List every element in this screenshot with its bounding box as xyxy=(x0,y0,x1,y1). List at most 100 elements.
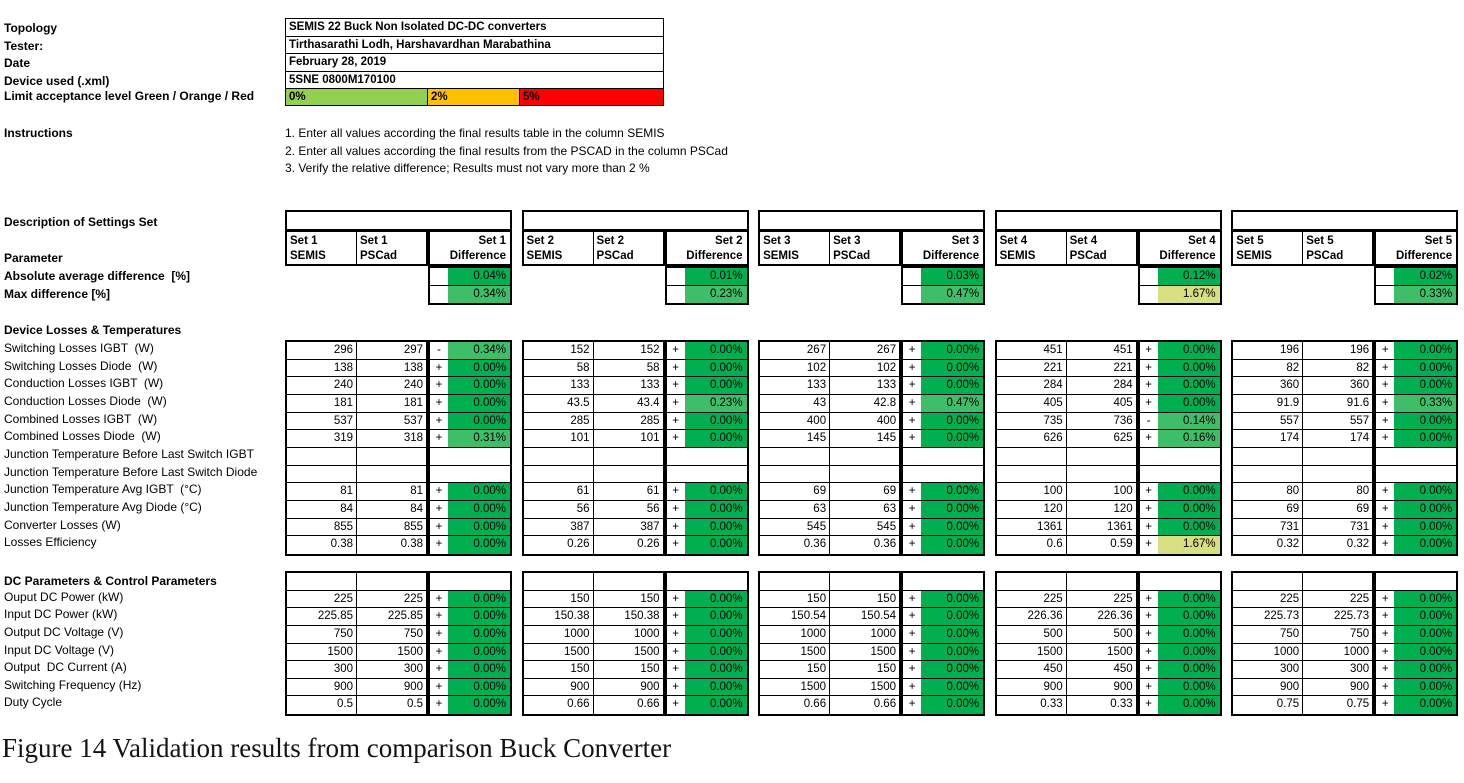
semis-column-label: SEMIS xyxy=(999,250,1036,262)
set-semis-header: Set 3 SEMIS xyxy=(760,232,831,264)
table-row: +0.00% xyxy=(666,643,747,662)
pscad-value-cell: 300 xyxy=(1350,663,1370,676)
semis-column-label: SEMIS xyxy=(1236,250,1272,262)
summary-row: 0.02% xyxy=(1376,268,1457,286)
semis-value-cell: 900 xyxy=(1233,678,1304,696)
diff-pct-cell: 0.00% xyxy=(684,342,747,359)
table-row: 0.36 0.36 xyxy=(760,536,899,554)
table-row: +0.00% xyxy=(1139,625,1220,644)
diff-sign-cell xyxy=(1140,573,1158,590)
diff-sign-cell: + xyxy=(672,396,679,409)
semis-value-cell: 58 xyxy=(524,359,594,377)
table-row xyxy=(1139,466,1220,484)
table-row xyxy=(1139,573,1220,591)
diff-pct-cell: 0.00% xyxy=(684,518,747,536)
diff-sign-cell: + xyxy=(908,538,916,551)
diff-pct-cell: 0.00% xyxy=(1157,625,1220,643)
set-summary-box: 0.01% 0.23% xyxy=(664,266,749,306)
diff-sign-cell: + xyxy=(1145,432,1152,445)
table-row: +0.00% xyxy=(666,359,747,378)
figure-caption: Figure 14 Validation results from compar… xyxy=(2,733,672,763)
semis-value-cell: 56 xyxy=(524,500,594,518)
semis-value-cell: 735 xyxy=(997,412,1067,430)
diff-sign-cell xyxy=(1376,268,1394,285)
table-row: +0.33% xyxy=(1376,394,1457,413)
diff-pct-cell: 0.00% xyxy=(1157,342,1220,359)
pscad-value-cell: 63 xyxy=(883,502,897,515)
table-row: +0.00% xyxy=(667,696,747,714)
table-row: +0.23% xyxy=(666,394,747,413)
info-label: Topology xyxy=(4,21,58,35)
table-row xyxy=(430,573,510,591)
set-name: Set 3 xyxy=(833,235,861,247)
pscad-value-cell: 731 xyxy=(1350,520,1370,533)
diff-pct-cell: 0.00% xyxy=(1394,625,1457,643)
pscad-value-cell: 285 xyxy=(640,414,660,427)
table-row: 360 360 xyxy=(1233,377,1373,395)
pscad-value-cell xyxy=(594,448,663,465)
diff-pct-cell: 0.00% xyxy=(684,661,747,678)
pscad-value-cell: 58 xyxy=(646,361,660,374)
semis-value-cell: 0.6 xyxy=(997,536,1067,554)
pscad-value-cell: 150 xyxy=(640,663,660,676)
pscad-value-cell: 225 xyxy=(1350,592,1370,605)
semis-value-cell: 900 xyxy=(287,678,357,696)
parameter-label: Parameter xyxy=(4,251,63,265)
table-row xyxy=(523,447,663,466)
diff-sign-cell: + xyxy=(672,610,679,623)
info-value-cell: SEMIS 22 Buck Non Isolated DC-DC convert… xyxy=(286,19,663,37)
diff-pct-cell xyxy=(685,573,747,590)
table-row: 43 42.8 xyxy=(760,394,900,413)
semis-value-cell: 0.5 xyxy=(287,696,357,714)
semis-value-cell: 225.73 xyxy=(1233,608,1304,625)
diff-pct-cell: 0.00% xyxy=(448,359,510,377)
summary-row: 0.04% xyxy=(430,268,510,286)
diff-sign-cell: + xyxy=(1381,485,1389,498)
diff-sign-cell: + xyxy=(435,414,443,427)
pscad-value-cell: 297 xyxy=(403,344,423,356)
instruction-line: 1. Enter all values according the final … xyxy=(285,126,665,140)
description-of-settings-label: Description of Settings Set xyxy=(4,215,158,229)
diff-sign-cell: + xyxy=(908,432,916,445)
diff-sign-cell: + xyxy=(1381,698,1389,711)
semis-value-cell: 174 xyxy=(1233,430,1304,447)
semis-value-cell: 731 xyxy=(1233,518,1304,536)
diff-sign-cell: + xyxy=(672,592,679,605)
set-name: Set 2 xyxy=(526,235,555,247)
pscad-value-cell: 387 xyxy=(640,520,660,533)
diff-pct-cell: 0.00% xyxy=(448,377,510,394)
values-box: 152 152 58 58 133 133 43.5 43.4 285 285 101 101 61 61… xyxy=(521,340,665,557)
diff-pct-cell: 0.00% xyxy=(921,377,984,394)
semis-value-cell: 296 xyxy=(287,342,357,359)
table-row: 240 240 xyxy=(287,377,426,395)
table-row: +0.00% xyxy=(666,518,747,537)
pscad-value-cell xyxy=(830,466,899,483)
semis-value-cell: 1361 xyxy=(997,518,1067,536)
diff-pct-cell: 0.00% xyxy=(921,625,984,643)
set-name: Set 1 xyxy=(360,235,388,247)
diff-sign-cell: + xyxy=(435,361,443,374)
table-row: +0.00% xyxy=(903,536,984,554)
diff-pct-cell: 0.00% xyxy=(684,500,747,518)
diff-sign-cell: + xyxy=(672,414,679,427)
diff-pct-cell xyxy=(685,448,747,465)
table-row: +0.00% xyxy=(430,377,510,395)
set-semis-header: Set 5 SEMIS xyxy=(1233,232,1304,264)
diff-sign-cell: + xyxy=(435,698,443,711)
table-row: 0.75 0.75 xyxy=(1233,696,1372,714)
pscad-value-cell: 0.5 xyxy=(407,698,423,711)
pscad-value-cell: 557 xyxy=(1350,414,1370,427)
diff-pct-cell: 0.00% xyxy=(1394,359,1457,377)
pscad-value-cell: 0.26 xyxy=(637,538,660,551)
table-row: +0.00% xyxy=(1376,661,1457,679)
table-row xyxy=(760,447,900,466)
diff-pct-cell: 0.00% xyxy=(448,678,510,696)
values-box: 296 297 138 138 240 240 181 181 537 537 319 318 81 81… xyxy=(285,340,428,557)
table-row xyxy=(430,466,510,484)
table-row: 61 61 xyxy=(523,483,663,501)
diff-sign-cell: + xyxy=(435,627,443,640)
table-row: 400 400 xyxy=(760,412,900,431)
values-box: 451 451 221 221 284 284 405 405 735 736 626 625 100 1… xyxy=(994,340,1138,557)
table-row: 0.6 0.59 xyxy=(997,536,1136,554)
difference-box: +0.00% +0.00% +0.00% +0.00% +0.00% +0.00% +0.0… xyxy=(1137,571,1222,717)
